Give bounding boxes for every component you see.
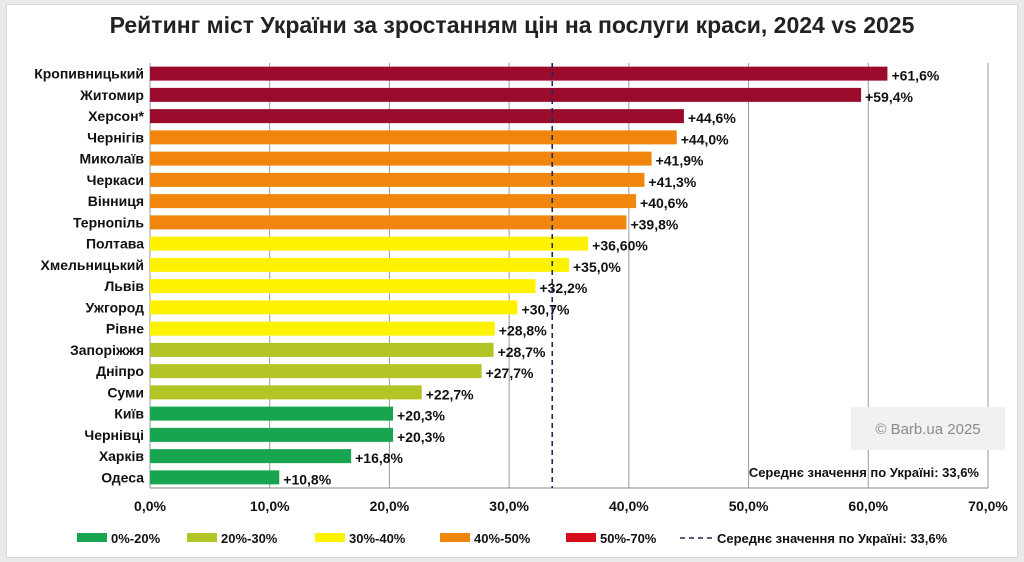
- category-label: Чернігів: [87, 129, 144, 145]
- legend-label: 30%-40%: [349, 531, 406, 546]
- category-label: Тернопіль: [73, 214, 144, 230]
- legend-swatch: [77, 533, 107, 542]
- bar: [150, 130, 677, 145]
- bar: [150, 385, 422, 400]
- data-label: +22,7%: [426, 386, 474, 402]
- category-label: Черкаси: [87, 172, 144, 188]
- category-label: Харків: [99, 448, 145, 464]
- data-label: +59,4%: [865, 89, 913, 105]
- legend-label: 20%-30%: [221, 531, 278, 546]
- legend-label: 0%-20%: [111, 531, 161, 546]
- category-label: Хмельницький: [41, 257, 144, 273]
- bar: [150, 470, 280, 485]
- x-tick-label: 60,0%: [848, 498, 888, 514]
- bar: [150, 342, 494, 357]
- data-label: +41,9%: [656, 153, 704, 169]
- category-label: Суми: [107, 384, 144, 400]
- bar: [150, 87, 862, 102]
- data-label: +39,8%: [630, 216, 678, 232]
- x-tick-label: 10,0%: [250, 498, 290, 514]
- data-label: +20,3%: [397, 429, 445, 445]
- bar: [150, 236, 589, 251]
- x-tick-label: 0,0%: [134, 498, 166, 514]
- category-label: Рівне: [106, 321, 144, 337]
- data-label: +10,8%: [283, 471, 331, 487]
- legend-swatch: [187, 533, 217, 542]
- x-tick-label: 30,0%: [489, 498, 529, 514]
- data-label: +40,6%: [640, 195, 688, 211]
- x-tick-label: 40,0%: [609, 498, 649, 514]
- x-tick-label: 70,0%: [968, 498, 1008, 514]
- watermark-box: [851, 407, 1005, 450]
- legend-average-label: Середнє значення по Україні: 33,6%: [717, 531, 948, 546]
- category-label: Миколаїв: [79, 151, 144, 167]
- data-label: +36,60%: [592, 238, 648, 254]
- bar: [150, 257, 569, 272]
- bar: [150, 151, 652, 166]
- category-label: Дніпро: [96, 363, 144, 379]
- bar: [150, 172, 645, 187]
- bar: [150, 406, 394, 421]
- chart-title: Рейтинг міст України за зростанням цін н…: [109, 12, 915, 38]
- data-label: +44,0%: [681, 131, 729, 147]
- bar: [150, 109, 684, 124]
- data-label: +35,0%: [573, 259, 621, 275]
- bar: [150, 194, 637, 209]
- category-label: Київ: [114, 406, 144, 422]
- x-tick-label: 50,0%: [729, 498, 769, 514]
- watermark: © Barb.ua 2025: [875, 421, 980, 438]
- category-label: Вінниця: [88, 193, 144, 209]
- bar: [150, 300, 518, 315]
- bar: [150, 449, 352, 464]
- category-label: Полтава: [86, 236, 144, 252]
- data-label: +44,6%: [688, 110, 736, 126]
- legend-swatch: [315, 533, 345, 542]
- bar: [150, 427, 394, 442]
- data-label: +30,7%: [522, 301, 570, 317]
- category-label: Житомир: [79, 87, 144, 103]
- bar: [150, 279, 536, 294]
- data-label: +20,3%: [397, 408, 445, 424]
- bar: [150, 321, 495, 336]
- category-label: Чернівці: [84, 427, 144, 443]
- data-label: +32,2%: [539, 280, 587, 296]
- legend-label: 50%-70%: [600, 531, 657, 546]
- category-label: Ужгород: [86, 299, 145, 315]
- bar: [150, 364, 482, 379]
- legend-label: 40%-50%: [474, 531, 531, 546]
- category-label: Одеса: [101, 469, 144, 485]
- bar: [150, 215, 627, 230]
- x-tick-label: 20,0%: [370, 498, 410, 514]
- data-label: +28,8%: [499, 323, 547, 339]
- category-label: Львів: [104, 278, 144, 294]
- data-label: +41,3%: [648, 174, 696, 190]
- category-label: Кропивницький: [34, 66, 144, 82]
- bar: [150, 66, 888, 81]
- data-label: +27,7%: [486, 365, 534, 381]
- category-label: Херсон*: [88, 108, 144, 124]
- average-label: Середнє значення по Україні: 33,6%: [749, 465, 980, 480]
- legend-swatch: [566, 533, 596, 542]
- legend-swatch: [440, 533, 470, 542]
- data-label: +16,8%: [355, 450, 403, 466]
- data-label: +28,7%: [498, 344, 546, 360]
- data-label: +61,6%: [891, 68, 939, 84]
- category-label: Запоріжжя: [70, 342, 144, 358]
